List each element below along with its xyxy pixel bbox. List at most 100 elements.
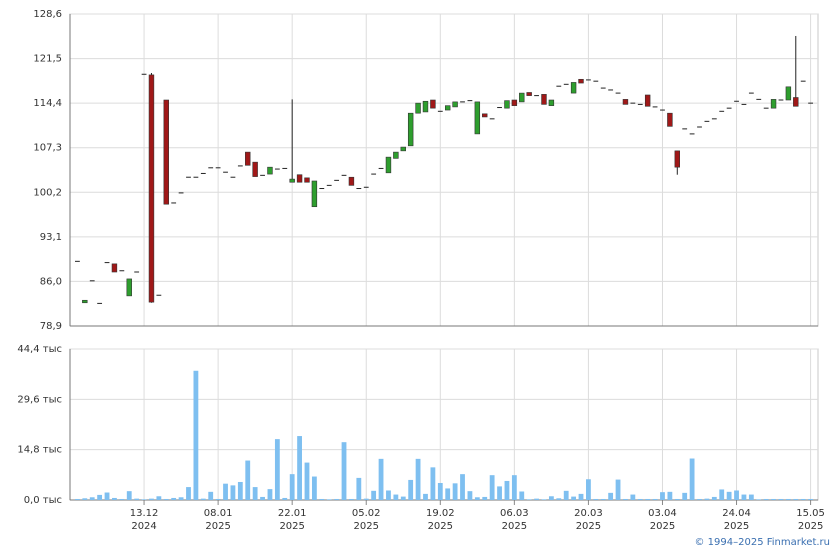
volume-bar xyxy=(682,492,688,500)
y-tick-label: 121,5 xyxy=(33,54,62,65)
volume-bar xyxy=(756,499,762,500)
volume-bar xyxy=(763,498,769,500)
y-tick-label: 128,6 xyxy=(33,9,62,20)
volume-bar xyxy=(274,439,280,500)
x-tick-label: 08.01 xyxy=(204,508,233,519)
x-tick-label: 03.04 xyxy=(648,508,677,519)
candle-body xyxy=(785,86,792,101)
candle-body xyxy=(385,156,392,174)
volume-bar xyxy=(586,479,591,500)
volume-bar xyxy=(482,496,488,500)
candle-body xyxy=(430,99,436,109)
volume-bar xyxy=(571,496,577,500)
candle-body xyxy=(415,102,421,114)
x-tick-label: 20.03 xyxy=(574,508,603,519)
volume-bar xyxy=(667,491,673,500)
x-tick-year: 2025 xyxy=(724,521,749,532)
volume-bar xyxy=(215,498,221,500)
candle-body xyxy=(252,161,258,177)
candle-body xyxy=(296,174,303,183)
x-tick-label: 06.03 xyxy=(500,508,529,519)
volume-bar xyxy=(430,467,436,500)
volume-bar xyxy=(793,498,799,500)
volume-bar xyxy=(778,498,784,500)
y-tick-label: 44,4 тыс xyxy=(17,344,62,355)
volume-bar xyxy=(608,492,614,500)
candle-body xyxy=(407,112,414,147)
volume-bar xyxy=(349,498,354,500)
volume-bar xyxy=(771,498,776,500)
volume-bar xyxy=(252,487,258,500)
volume-bar xyxy=(437,482,443,500)
candle-body xyxy=(400,146,406,152)
candle-body xyxy=(111,263,118,273)
volume-bar xyxy=(748,494,754,500)
volume-bar xyxy=(82,498,88,500)
volume-bar xyxy=(134,498,140,500)
volume-bar xyxy=(89,497,95,500)
volume-bar xyxy=(341,442,347,500)
candle-body xyxy=(422,100,429,113)
volume-bar xyxy=(460,474,465,500)
volume-bar xyxy=(800,498,806,500)
volume-bar xyxy=(578,493,584,500)
volume-bar xyxy=(423,493,428,500)
volume-bar xyxy=(126,491,132,500)
volume-bar xyxy=(119,498,125,500)
volume-bar xyxy=(734,490,739,500)
volume-bar xyxy=(223,483,228,500)
candle-body xyxy=(311,180,318,208)
candle-body xyxy=(644,94,651,107)
candle-body xyxy=(348,176,355,186)
volume-bar xyxy=(171,497,177,500)
candle-body xyxy=(289,178,295,183)
volume-bar xyxy=(467,491,473,500)
candle-body xyxy=(148,74,155,303)
volume-bar xyxy=(400,496,406,500)
volume-bar xyxy=(623,498,628,500)
volume-bar xyxy=(237,481,243,500)
volume-bar xyxy=(193,370,199,500)
candle-body xyxy=(304,177,310,183)
volume-bar xyxy=(741,494,747,500)
volume-bar xyxy=(534,498,539,500)
volume-bar xyxy=(363,498,369,500)
volume-bar xyxy=(326,499,332,500)
candle-body xyxy=(667,112,673,127)
volume-bar xyxy=(289,474,295,500)
volume-bar xyxy=(452,483,458,500)
volume-bar xyxy=(163,498,169,500)
candle-body xyxy=(504,100,510,109)
candle-body xyxy=(674,150,680,168)
y-tick-label: 86,0 xyxy=(40,276,62,287)
volume-bar xyxy=(445,488,451,500)
volume-bar xyxy=(378,458,384,500)
candle-body xyxy=(267,166,273,175)
x-tick-label: 05.02 xyxy=(352,508,381,519)
x-tick-year: 2025 xyxy=(650,521,675,532)
volume-bar xyxy=(563,490,569,500)
volume-bar xyxy=(674,498,680,500)
volume-bar xyxy=(230,485,236,500)
candle-body xyxy=(163,99,169,205)
candle-body xyxy=(793,97,799,107)
volume-bar xyxy=(208,491,214,500)
candle-body xyxy=(393,151,399,159)
volume-bar xyxy=(489,475,495,500)
volume-bar xyxy=(200,498,206,500)
x-tick-label: 19.02 xyxy=(426,508,455,519)
x-tick-year: 2025 xyxy=(354,521,379,532)
candle-body xyxy=(444,105,451,111)
volume-bar xyxy=(541,499,547,500)
volume-frame xyxy=(69,348,819,501)
candle-body xyxy=(770,99,777,109)
volume-bar xyxy=(393,494,399,500)
candle-body xyxy=(526,92,532,96)
x-tick-label: 15.05 xyxy=(796,508,825,519)
volume-bar xyxy=(689,458,695,500)
y-tick-label: 107,3 xyxy=(33,143,62,154)
y-tick-label: 0,0 тыс xyxy=(24,495,62,506)
volume-bar xyxy=(415,458,421,500)
candle-body xyxy=(578,78,584,84)
volume-bar xyxy=(630,494,636,500)
